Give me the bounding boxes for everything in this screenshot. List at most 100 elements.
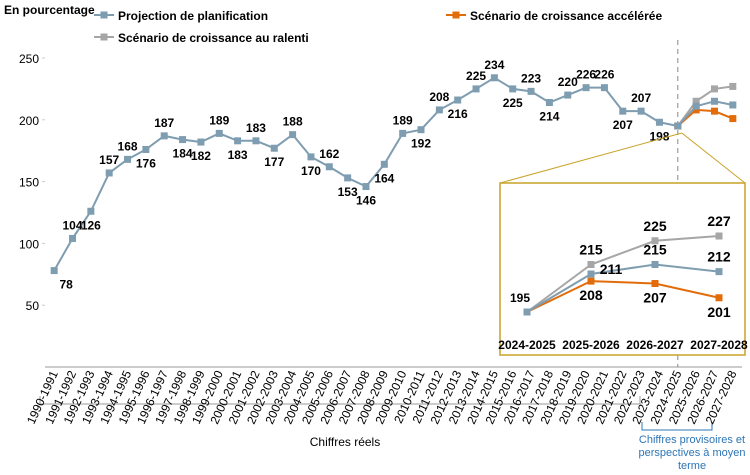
inset-line (526, 235, 720, 313)
data-label: 214 (539, 109, 559, 123)
data-label: 207 (631, 91, 651, 105)
legend-label: Projection de planification (118, 9, 268, 23)
marker (651, 280, 659, 287)
marker (252, 137, 260, 145)
marker (600, 84, 608, 92)
data-label: 192 (411, 137, 431, 151)
marker (399, 129, 407, 137)
data-label: 176 (136, 156, 156, 170)
marker (87, 207, 95, 215)
annotation: Chiffres provisoires et perspectives à m… (638, 434, 746, 472)
inset-x-label: 2024-2025 (498, 338, 556, 352)
marker (142, 145, 150, 153)
marker (587, 270, 595, 278)
data-label: 182 (191, 149, 211, 163)
marker (69, 234, 77, 242)
data-label: 146 (356, 194, 376, 208)
marker (715, 294, 723, 302)
data-label: 164 (374, 171, 394, 185)
marker (509, 85, 517, 93)
data-label: 195 (510, 291, 530, 305)
data-label: 177 (264, 155, 284, 169)
marker (179, 136, 187, 144)
data-label: 211 (600, 261, 623, 277)
marker (160, 132, 168, 140)
marker (454, 96, 462, 104)
marker (651, 261, 659, 268)
data-label: 187 (154, 116, 174, 130)
legend-marker (100, 33, 108, 41)
inset-line (526, 263, 720, 313)
data-label: 188 (283, 115, 303, 129)
data-label: 183 (228, 148, 248, 162)
y-axis-label: En pourcentage (4, 3, 95, 17)
legend-marker (452, 11, 460, 19)
marker (490, 74, 498, 82)
marker (692, 102, 700, 110)
marker (651, 237, 659, 245)
data-label: 189 (393, 113, 413, 127)
data-label: 201 (707, 304, 731, 320)
y-tick-label: 50 (26, 299, 40, 313)
data-label: 78 (59, 278, 73, 292)
data-label: 208 (579, 287, 603, 303)
zoom-line (681, 132, 746, 184)
y-tick-label: 200 (19, 114, 39, 128)
marker (619, 107, 627, 115)
zoom-line (499, 132, 682, 184)
legend-label: Scénario de croissance au ralenti (118, 31, 309, 45)
data-label: 170 (301, 164, 321, 178)
marker (729, 115, 737, 123)
marker (564, 91, 572, 99)
data-label: 215 (579, 242, 603, 258)
data-label: 227 (707, 213, 731, 229)
y-tick-label: 250 (19, 52, 39, 66)
data-label: 208 (429, 90, 449, 104)
bracket (641, 422, 713, 431)
marker (715, 268, 723, 276)
data-label: 168 (118, 139, 138, 153)
marker (715, 232, 723, 240)
marker (674, 122, 682, 130)
marker (710, 97, 718, 105)
marker (417, 126, 425, 134)
data-label: 216 (448, 107, 468, 121)
inset-x-label: 2025-2026 (562, 338, 620, 352)
data-label: 225 (643, 218, 667, 234)
marker (344, 174, 352, 182)
marker (527, 87, 535, 95)
data-label: 157 (99, 153, 119, 167)
marker (234, 137, 242, 145)
y-tick-label: 150 (19, 176, 39, 190)
marker (692, 106, 700, 114)
marker (587, 261, 595, 268)
marker (637, 107, 645, 115)
y-tick-label: 100 (19, 237, 39, 251)
data-label: 104 (62, 218, 82, 232)
marker (270, 144, 278, 152)
data-label: 184 (173, 147, 193, 161)
marker (307, 153, 315, 161)
data-label: 126 (81, 218, 101, 232)
marker (215, 129, 223, 137)
legend-marker (100, 11, 108, 19)
marker (655, 118, 663, 126)
marker (380, 160, 388, 168)
marker (523, 308, 531, 316)
marker (587, 277, 595, 285)
marker (710, 85, 718, 93)
marker (435, 106, 443, 114)
legend-label: Scénario de croissance accélérée (470, 9, 662, 23)
data-label: 153 (338, 185, 358, 199)
data-label: 215 (643, 242, 667, 258)
data-label: 198 (649, 129, 669, 143)
marker (325, 163, 333, 171)
data-label: 226 (576, 68, 596, 82)
data-label: 234 (484, 58, 504, 72)
data-label: 223 (521, 71, 541, 85)
inset-x-label: 2026-2027 (626, 338, 684, 352)
inset-x-label: 2027-2028 (690, 338, 748, 352)
marker (124, 155, 132, 163)
data-label: 183 (246, 121, 266, 135)
